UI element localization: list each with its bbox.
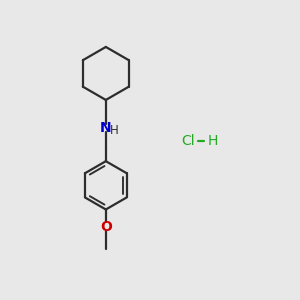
Text: Cl: Cl [182, 134, 195, 148]
Text: N: N [100, 121, 112, 135]
Text: O: O [100, 220, 112, 234]
Text: H: H [110, 124, 118, 137]
Text: H: H [208, 134, 218, 148]
